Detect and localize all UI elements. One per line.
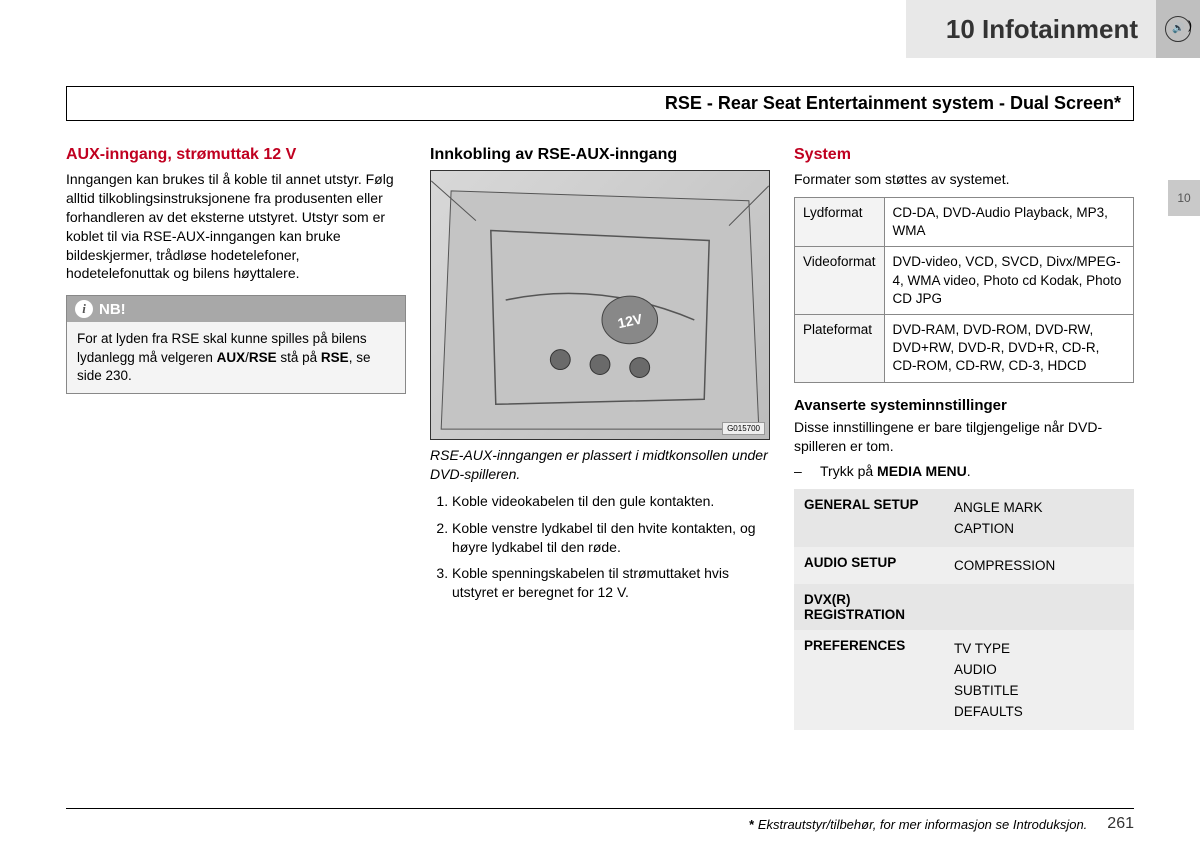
setup-item: COMPRESSION [954,555,1124,576]
setup-table: GENERAL SETUP ANGLE MARK CAPTION AUDIO S… [794,489,1134,730]
setup-item: TV TYPE [954,638,1124,659]
setup-key: GENERAL SETUP [794,489,944,547]
column-right: System Formater som støttes av systemet.… [794,146,1134,730]
bullet-text: Trykk på [820,463,877,479]
chapter-title: 10 Infotainment [906,0,1156,58]
setup-val [944,584,1134,630]
figure-label: G015700 [722,422,765,435]
nb-t2: stå på [277,350,321,365]
figure-caption: RSE-AUX-inngangen er plassert i midtkons… [430,446,770,484]
setup-key: DVX(R) REGISTRATION [794,584,944,630]
table-row: VideoformatDVD-video, VCD, SVCD, Divx/MP… [795,247,1134,315]
col1-paragraph: Inngangen kan brukes til å koble til ann… [66,170,406,283]
chapter-header: 10 Infotainment 🔊 [0,0,1200,58]
setup-val: TV TYPE AUDIO SUBTITLE DEFAULTS [944,630,1134,730]
bullet-body: Trykk på MEDIA MENU. [820,463,971,479]
footnote-text: Ekstrautstyr/tilbehør, for mer informasj… [758,817,1087,832]
column-middle: Innkobling av RSE-AUX-inngang 12V G01570… [430,146,770,730]
nb-b3: RSE [321,350,349,365]
col3-heading: System [794,146,1134,164]
formats-table: LydformatCD-DA, DVD-Audio Playback, MP3,… [794,197,1134,383]
format-key: Plateformat [795,314,885,382]
column-left: AUX-inngang, strømuttak 12 V Inngangen k… [66,146,406,730]
page-footer: * Ekstrautstyr/tilbehør, for mer informa… [66,808,1134,833]
format-val: DVD-RAM, DVD-ROM, DVD-RW, DVD+RW, DVD-R,… [884,314,1133,382]
setup-item: SUBTITLE [954,680,1124,701]
setup-item [954,592,1124,598]
setup-item: DEFAULTS [954,701,1124,722]
col1-heading: AUX-inngang, strømuttak 12 V [66,146,406,164]
footnote: * Ekstrautstyr/tilbehør, for mer informa… [749,817,1087,832]
format-val: DVD-video, VCD, SVCD, Divx/MPEG-4, WMA v… [884,247,1133,315]
setup-val: ANGLE MARK CAPTION [944,489,1134,547]
info-icon: i [75,300,93,318]
side-tab: 10 [1168,180,1200,216]
setup-item: ANGLE MARK [954,497,1124,518]
format-val: CD-DA, DVD-Audio Playback, MP3, WMA [884,197,1133,246]
table-row: DVX(R) REGISTRATION [794,584,1134,630]
step-item: Koble venstre lydkabel til den hvite kon… [452,519,770,557]
advanced-heading: Avanserte systeminnstillinger [794,397,1134,414]
table-row: GENERAL SETUP ANGLE MARK CAPTION [794,489,1134,547]
setup-val: COMPRESSION [944,547,1134,584]
advanced-text: Disse innstillingene er bare tilgjengeli… [794,418,1134,456]
nb-b2: RSE [249,350,277,365]
step-item: Koble spenningskabelen til strømuttaket … [452,564,770,602]
setup-key: PREFERENCES [794,630,944,730]
col3-intro: Formater som støttes av systemet. [794,170,1134,189]
bullet-suffix: . [967,463,971,479]
nb-header: i NB! [67,296,405,322]
step-item: Koble videokabelen til den gule kontakte… [452,492,770,511]
nb-body: For at lyden fra RSE skal kunne spilles … [67,322,405,393]
nb-label: NB! [99,301,126,318]
rse-aux-figure: 12V G015700 [430,170,770,440]
table-row: PlateformatDVD-RAM, DVD-ROM, DVD-RW, DVD… [795,314,1134,382]
audio-icon-box: 🔊 [1156,0,1200,58]
bullet-item: – Trykk på MEDIA MENU. [794,463,1134,479]
bullet-bold: MEDIA MENU [877,463,967,479]
table-row: PREFERENCES TV TYPE AUDIO SUBTITLE DEFAU… [794,630,1134,730]
format-key: Videoformat [795,247,885,315]
dash: – [794,463,806,479]
nb-b1: AUX [217,350,246,365]
col2-heading: Innkobling av RSE-AUX-inngang [430,146,770,164]
nb-box: i NB! For at lyden fra RSE skal kunne sp… [66,295,406,394]
table-row: LydformatCD-DA, DVD-Audio Playback, MP3,… [795,197,1134,246]
console-illustration: 12V [431,171,769,439]
format-key: Lydformat [795,197,885,246]
asterisk: * [749,817,754,832]
table-row: AUDIO SETUP COMPRESSION [794,547,1134,584]
setup-key: AUDIO SETUP [794,547,944,584]
steps-list: Koble videokabelen til den gule kontakte… [430,492,770,602]
content-columns: AUX-inngang, strømuttak 12 V Inngangen k… [66,146,1134,730]
page-number: 261 [1107,815,1134,833]
speaker-icon: 🔊 [1165,16,1191,42]
setup-item: CAPTION [954,518,1124,539]
section-title: RSE - Rear Seat Entertainment system - D… [66,86,1134,121]
setup-item: AUDIO [954,659,1124,680]
